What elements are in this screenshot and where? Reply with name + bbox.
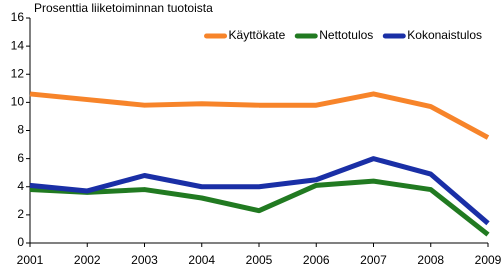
legend-label: Nettotulos bbox=[319, 28, 373, 42]
y-tick-label: 16 bbox=[11, 10, 25, 24]
legend-label: Käyttökate bbox=[229, 28, 286, 42]
x-tick-label: 2005 bbox=[246, 253, 273, 267]
y-tick-label: 6 bbox=[17, 151, 24, 165]
y-tick-label: 4 bbox=[17, 179, 24, 193]
y-tick-label: 14 bbox=[11, 38, 25, 52]
y-tick-label: 10 bbox=[11, 95, 25, 109]
x-tick-label: 2002 bbox=[74, 253, 101, 267]
line-series bbox=[29, 91, 490, 140]
x-tick-label: 2006 bbox=[303, 253, 330, 267]
legend-label: Kokonaistulos bbox=[407, 28, 482, 42]
x-tick-label: 2007 bbox=[360, 253, 387, 267]
x-tick-label: 2009 bbox=[475, 253, 502, 267]
chart-title: Prosenttia liiketoiminnan tuotoista bbox=[34, 1, 213, 15]
x-tick-label: 2004 bbox=[188, 253, 215, 267]
y-tick-label: 8 bbox=[17, 123, 24, 137]
y-tick-label: 12 bbox=[11, 66, 25, 80]
x-tick-label: 2001 bbox=[17, 253, 44, 267]
line-series bbox=[29, 178, 490, 237]
y-tick-label: 2 bbox=[17, 207, 24, 221]
x-tick-label: 2008 bbox=[417, 253, 444, 267]
y-tick-label: 0 bbox=[17, 235, 24, 249]
line-series bbox=[29, 156, 490, 226]
x-tick-label: 2003 bbox=[131, 253, 158, 267]
